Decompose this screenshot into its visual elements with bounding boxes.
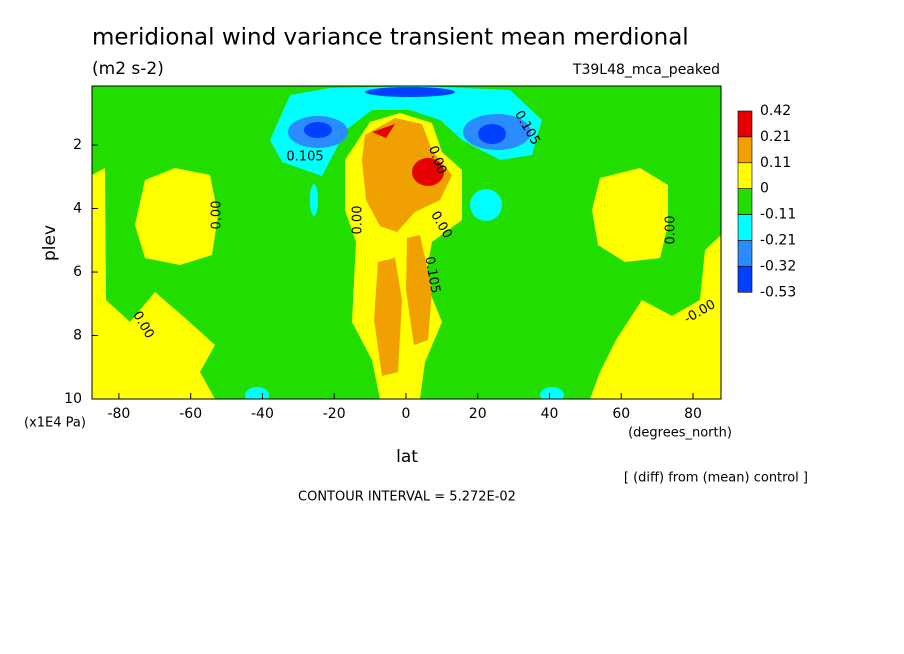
region (304, 122, 332, 138)
contour-label: 0.105 (286, 150, 323, 165)
plot-frame (91, 85, 722, 400)
x-tick-label: -80 (107, 406, 130, 422)
colorbar-swatch (737, 110, 753, 138)
region (374, 258, 402, 376)
contour-label: 0.00 (351, 206, 366, 235)
colorbar-swatch (737, 136, 753, 164)
x-tick-label: 0 (402, 406, 411, 422)
y-tick-label: 6 (73, 264, 82, 280)
region (245, 387, 269, 399)
contour-label: 0.00 (664, 216, 679, 245)
region (590, 235, 721, 399)
region (372, 124, 395, 138)
region (310, 184, 318, 216)
y-tick-label: 4 (73, 201, 82, 217)
chart-title: meridional wind variance transient mean … (92, 25, 689, 51)
x-tick-label: 80 (684, 406, 702, 422)
subtitle: (m2 s-2) (92, 59, 164, 79)
y-axis-label: plev (40, 225, 60, 261)
colorbar-label: 0 (760, 181, 769, 197)
colorbar-swatch (737, 188, 753, 215)
y-tick-label: 10 (64, 391, 82, 407)
region (270, 86, 542, 176)
x-tick-label: 20 (469, 406, 487, 422)
region (540, 387, 564, 399)
colorbar-swatch (737, 266, 753, 293)
colorbar-swatch (737, 214, 753, 241)
colorbar-swatch (737, 240, 753, 267)
x-units: (degrees_north) (628, 426, 732, 441)
region (406, 235, 432, 345)
dataset-label: T39L48_mca_peaked (572, 62, 720, 78)
region (412, 158, 444, 186)
x-axis-label: lat (396, 447, 418, 467)
x-tick-label: -20 (323, 406, 346, 422)
y-units: (x1E4 Pa) (24, 416, 86, 431)
region (478, 124, 506, 144)
colorbar-label: 0.42 (760, 103, 791, 119)
contour-label: 0.105 (421, 255, 442, 294)
colorbar-label: -0.21 (760, 233, 796, 249)
colorbar-label: -0.11 (760, 207, 796, 223)
x-tick-label: 40 (541, 406, 559, 422)
x-tick-label: -60 (179, 406, 202, 422)
region (135, 168, 218, 265)
region (92, 168, 215, 399)
region (362, 118, 452, 232)
colorbar-label: 0.21 (760, 129, 791, 145)
region (470, 189, 502, 221)
region (592, 168, 668, 262)
colorbar-label: -0.32 (760, 258, 796, 274)
x-tick-label: 60 (612, 406, 630, 422)
y-tick-label: 2 (73, 137, 82, 153)
region (365, 87, 455, 97)
colorbar-label: -0.53 (760, 284, 796, 300)
colorbar-label: 0.11 (760, 155, 791, 171)
colorbar-swatch (737, 162, 753, 190)
note: [ (diff) from (mean) control ] (624, 471, 808, 486)
contour-interval: CONTOUR INTERVAL = 5.272E-02 (298, 490, 516, 505)
x-tick-label: -40 (251, 406, 274, 422)
contour-label: 0.00 (210, 201, 225, 230)
y-tick-label: 8 (73, 328, 82, 344)
